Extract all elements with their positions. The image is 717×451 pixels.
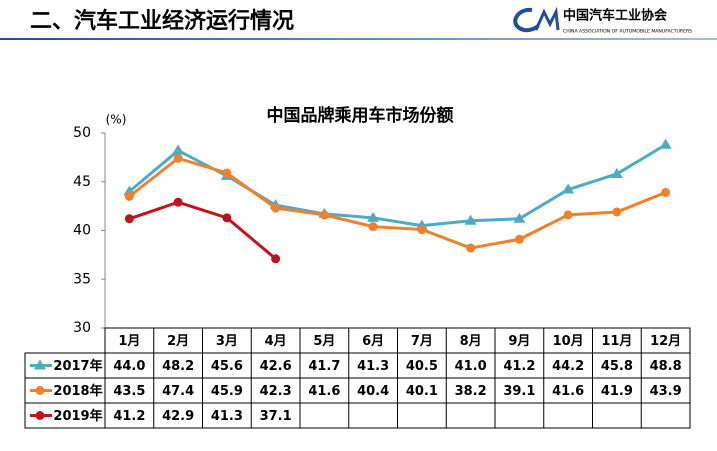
y-unit: (%) <box>106 113 127 127</box>
table-value: 42.6 <box>260 359 292 374</box>
x-tick-label: 6月 <box>362 334 384 349</box>
header-title: 二、汽车工业经济运行情况 <box>30 8 294 34</box>
x-tick-label: 5月 <box>313 334 335 349</box>
legend-label: 2017年 <box>53 358 102 374</box>
table-value: 41.6 <box>552 384 584 399</box>
x-tick-label: 12月 <box>650 334 681 349</box>
y-tick-label: 35 <box>73 271 91 287</box>
table-value: 38.2 <box>455 384 487 399</box>
y-tick-label: 30 <box>73 320 91 336</box>
point <box>368 222 378 232</box>
table-value: 42.9 <box>162 409 194 424</box>
table-value: 40.1 <box>406 384 438 399</box>
y-tick-label: 50 <box>73 125 91 141</box>
table-value: 48.2 <box>162 359 194 374</box>
point <box>612 207 622 217</box>
point <box>417 225 427 235</box>
table-value: 43.5 <box>113 384 145 399</box>
point <box>661 187 671 197</box>
table-value: 41.3 <box>357 359 389 374</box>
table-value: 41.2 <box>503 359 535 374</box>
point <box>659 138 672 149</box>
chart-title: 中国品牌乘用车市场份额 <box>267 105 454 126</box>
point <box>124 214 134 224</box>
logo-subtitle: CHINA ASSOCIATION OF AUTOMOBILE MANUFACT… <box>563 29 692 35</box>
point <box>367 211 380 222</box>
point <box>222 213 232 223</box>
table-value: 43.9 <box>650 384 682 399</box>
point <box>464 214 477 225</box>
table-value: 44.0 <box>113 359 145 374</box>
table-value: 41.0 <box>455 359 487 374</box>
point <box>319 210 329 220</box>
table-value: 40.5 <box>406 359 438 374</box>
y-tick-label: 40 <box>73 223 91 239</box>
point <box>466 243 476 253</box>
table-value: 42.3 <box>260 384 292 399</box>
table-value: 37.1 <box>260 409 292 424</box>
point <box>514 234 524 244</box>
series-line <box>128 156 667 250</box>
header-rule <box>0 38 717 40</box>
table-value: 47.4 <box>162 384 194 399</box>
x-tick-label: 10月 <box>553 334 584 349</box>
x-tick-label: 9月 <box>508 334 530 349</box>
legend-label: 2019年 <box>53 408 102 424</box>
table-value: 48.8 <box>650 359 682 374</box>
logo-icon <box>513 6 560 33</box>
table-value: 45.6 <box>211 359 243 374</box>
table-value: 41.3 <box>211 409 243 424</box>
point <box>124 191 134 201</box>
point <box>222 168 232 178</box>
x-tick-label: 11月 <box>601 334 632 349</box>
x-tick-label: 4月 <box>265 334 287 349</box>
point <box>173 197 183 207</box>
point <box>173 153 183 163</box>
table-value: 40.4 <box>357 384 389 399</box>
table-value: 45.8 <box>601 359 633 374</box>
table-value: 45.9 <box>211 384 243 399</box>
x-tick-label: 1月 <box>118 334 140 349</box>
table-value: 41.2 <box>113 409 145 424</box>
point <box>562 183 575 194</box>
point <box>271 203 281 213</box>
y-tick-label: 45 <box>73 174 91 190</box>
series-line <box>128 200 277 260</box>
logo-name: 中国汽车工业协会 <box>563 8 668 24</box>
table-value: 41.9 <box>601 384 633 399</box>
x-tick-label: 2月 <box>167 334 189 349</box>
table-value: 41.6 <box>308 384 340 399</box>
point <box>172 144 185 155</box>
table-value: 41.7 <box>308 359 340 374</box>
x-tick-label: 8月 <box>460 334 482 349</box>
table-value: 39.1 <box>503 384 535 399</box>
x-tick-label: 7月 <box>411 334 433 349</box>
point <box>610 167 623 178</box>
legend-label: 2018年 <box>53 383 102 399</box>
x-tick-label: 3月 <box>216 334 238 349</box>
table-value: 44.2 <box>552 359 584 374</box>
point <box>513 212 526 223</box>
point <box>563 210 573 220</box>
point <box>271 254 281 264</box>
